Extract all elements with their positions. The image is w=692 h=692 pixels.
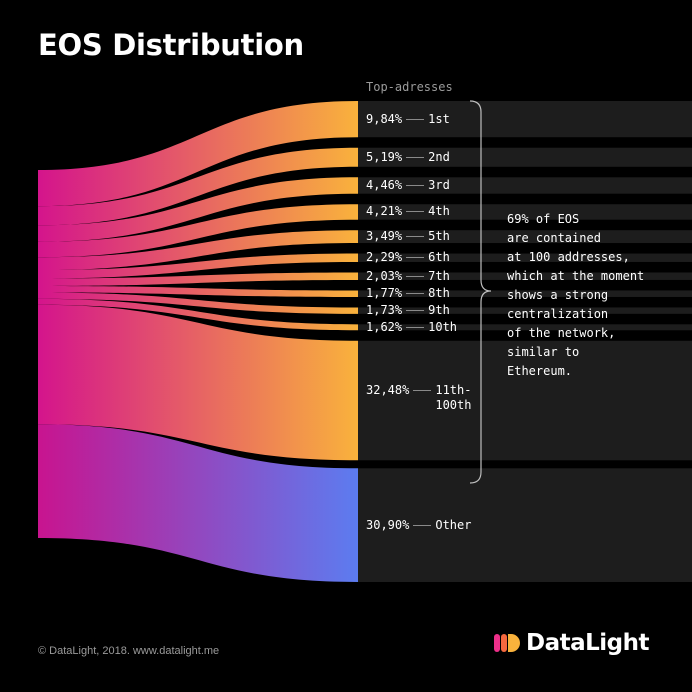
flow-1 bbox=[38, 101, 358, 207]
flow-value: 1,73% bbox=[366, 303, 403, 318]
logo-text: DataLight bbox=[526, 630, 650, 656]
flow-rank: 10th bbox=[428, 319, 458, 334]
flow-5 bbox=[38, 230, 358, 271]
flow-2 bbox=[38, 147, 358, 226]
flow-bar-10 bbox=[358, 324, 692, 331]
flow-value: 2,03% bbox=[366, 268, 403, 283]
flow-rank: 7th bbox=[428, 268, 450, 283]
flow-value: 4,46% bbox=[366, 178, 403, 192]
label-dash bbox=[406, 211, 425, 213]
flow-label-11: 32,48% 11th- 100th bbox=[366, 383, 471, 413]
flow-label-8: 1,77% 8th bbox=[366, 286, 450, 301]
flow-value: 32,48% bbox=[366, 382, 410, 397]
flow-rank: 8th bbox=[428, 286, 450, 301]
flow-bar-6 bbox=[358, 253, 692, 262]
flow-value: 1,77% bbox=[366, 286, 403, 301]
flow-rank: 9th bbox=[428, 303, 450, 318]
annotation-note: 69% of EOS are contained at 100 addresse… bbox=[507, 212, 645, 378]
flow-label-12: 30,90% Other bbox=[366, 518, 471, 533]
flow-value: 30,90% bbox=[366, 517, 410, 532]
label-dash bbox=[406, 257, 425, 259]
flow-rank: 5th bbox=[428, 229, 450, 244]
flow-bar-5 bbox=[358, 230, 692, 244]
flow-value: 5,19% bbox=[366, 149, 403, 164]
label-dash bbox=[406, 236, 425, 238]
flow-label-6: 2,29% 6th bbox=[366, 250, 450, 265]
flow-rank: Other bbox=[435, 517, 472, 532]
group-brace bbox=[469, 100, 492, 484]
group-header: Top-adresses bbox=[366, 80, 453, 94]
flow-label-3: 4,46% 3rd bbox=[366, 178, 450, 193]
flow-rank: 4th bbox=[428, 204, 450, 219]
flow-rank: 6th bbox=[428, 250, 450, 265]
flow-label-5: 3,49% 5th bbox=[366, 229, 450, 244]
flow-9 bbox=[38, 292, 358, 314]
label-dash bbox=[406, 275, 425, 277]
flow-rank: 3rd bbox=[428, 178, 450, 192]
flow-value: 2,29% bbox=[366, 250, 403, 265]
flow-value: 9,84% bbox=[366, 111, 403, 126]
flow-value: 4,21% bbox=[366, 204, 403, 219]
label-dash bbox=[406, 310, 425, 312]
flow-8 bbox=[38, 285, 358, 297]
label-dash bbox=[406, 156, 425, 158]
flow-value: 3,49% bbox=[366, 229, 403, 244]
flow-label-7: 2,03% 7th bbox=[366, 269, 450, 284]
brand-logo: DataLight bbox=[494, 630, 650, 656]
flow-10 bbox=[38, 298, 358, 331]
flow-label-10: 1,62% 10th bbox=[366, 320, 457, 335]
label-dash bbox=[406, 326, 425, 328]
label-dash bbox=[406, 185, 425, 186]
label-dash bbox=[413, 524, 432, 526]
chart-title: EOS Distribution bbox=[38, 28, 304, 62]
label-dash bbox=[406, 118, 425, 120]
flow-3 bbox=[38, 177, 358, 242]
flow-rank: 1st bbox=[428, 111, 450, 126]
datalight-logo-icon bbox=[494, 634, 520, 652]
flow-bar-9 bbox=[358, 307, 692, 314]
flow-4 bbox=[38, 204, 358, 258]
flow-rank: 11th- 100th bbox=[435, 382, 472, 412]
flow-11 bbox=[38, 304, 358, 461]
flow-bar-7 bbox=[358, 272, 692, 280]
flow-label-1: 9,84% 1st bbox=[366, 112, 450, 127]
flow-bar-4 bbox=[358, 204, 692, 220]
flow-label-9: 1,73% 9th bbox=[366, 303, 450, 318]
label-dash bbox=[406, 293, 425, 295]
label-dash bbox=[413, 389, 432, 391]
footer-credit: © DataLight, 2018. www.datalight.me bbox=[38, 645, 220, 657]
flow-bar-8 bbox=[358, 290, 692, 297]
flow-bar-3 bbox=[358, 177, 692, 194]
flow-rank: 2nd bbox=[428, 149, 450, 164]
flow-7 bbox=[38, 272, 358, 286]
flow-label-2: 5,19% 2nd bbox=[366, 150, 450, 165]
flow-label-4: 4,21% 4th bbox=[366, 204, 450, 219]
flow-6 bbox=[38, 253, 358, 279]
flow-bar-2 bbox=[358, 147, 692, 167]
flow-bar-11 bbox=[358, 340, 692, 461]
flow-value: 1,62% bbox=[366, 319, 403, 334]
flow-12 bbox=[38, 424, 358, 582]
